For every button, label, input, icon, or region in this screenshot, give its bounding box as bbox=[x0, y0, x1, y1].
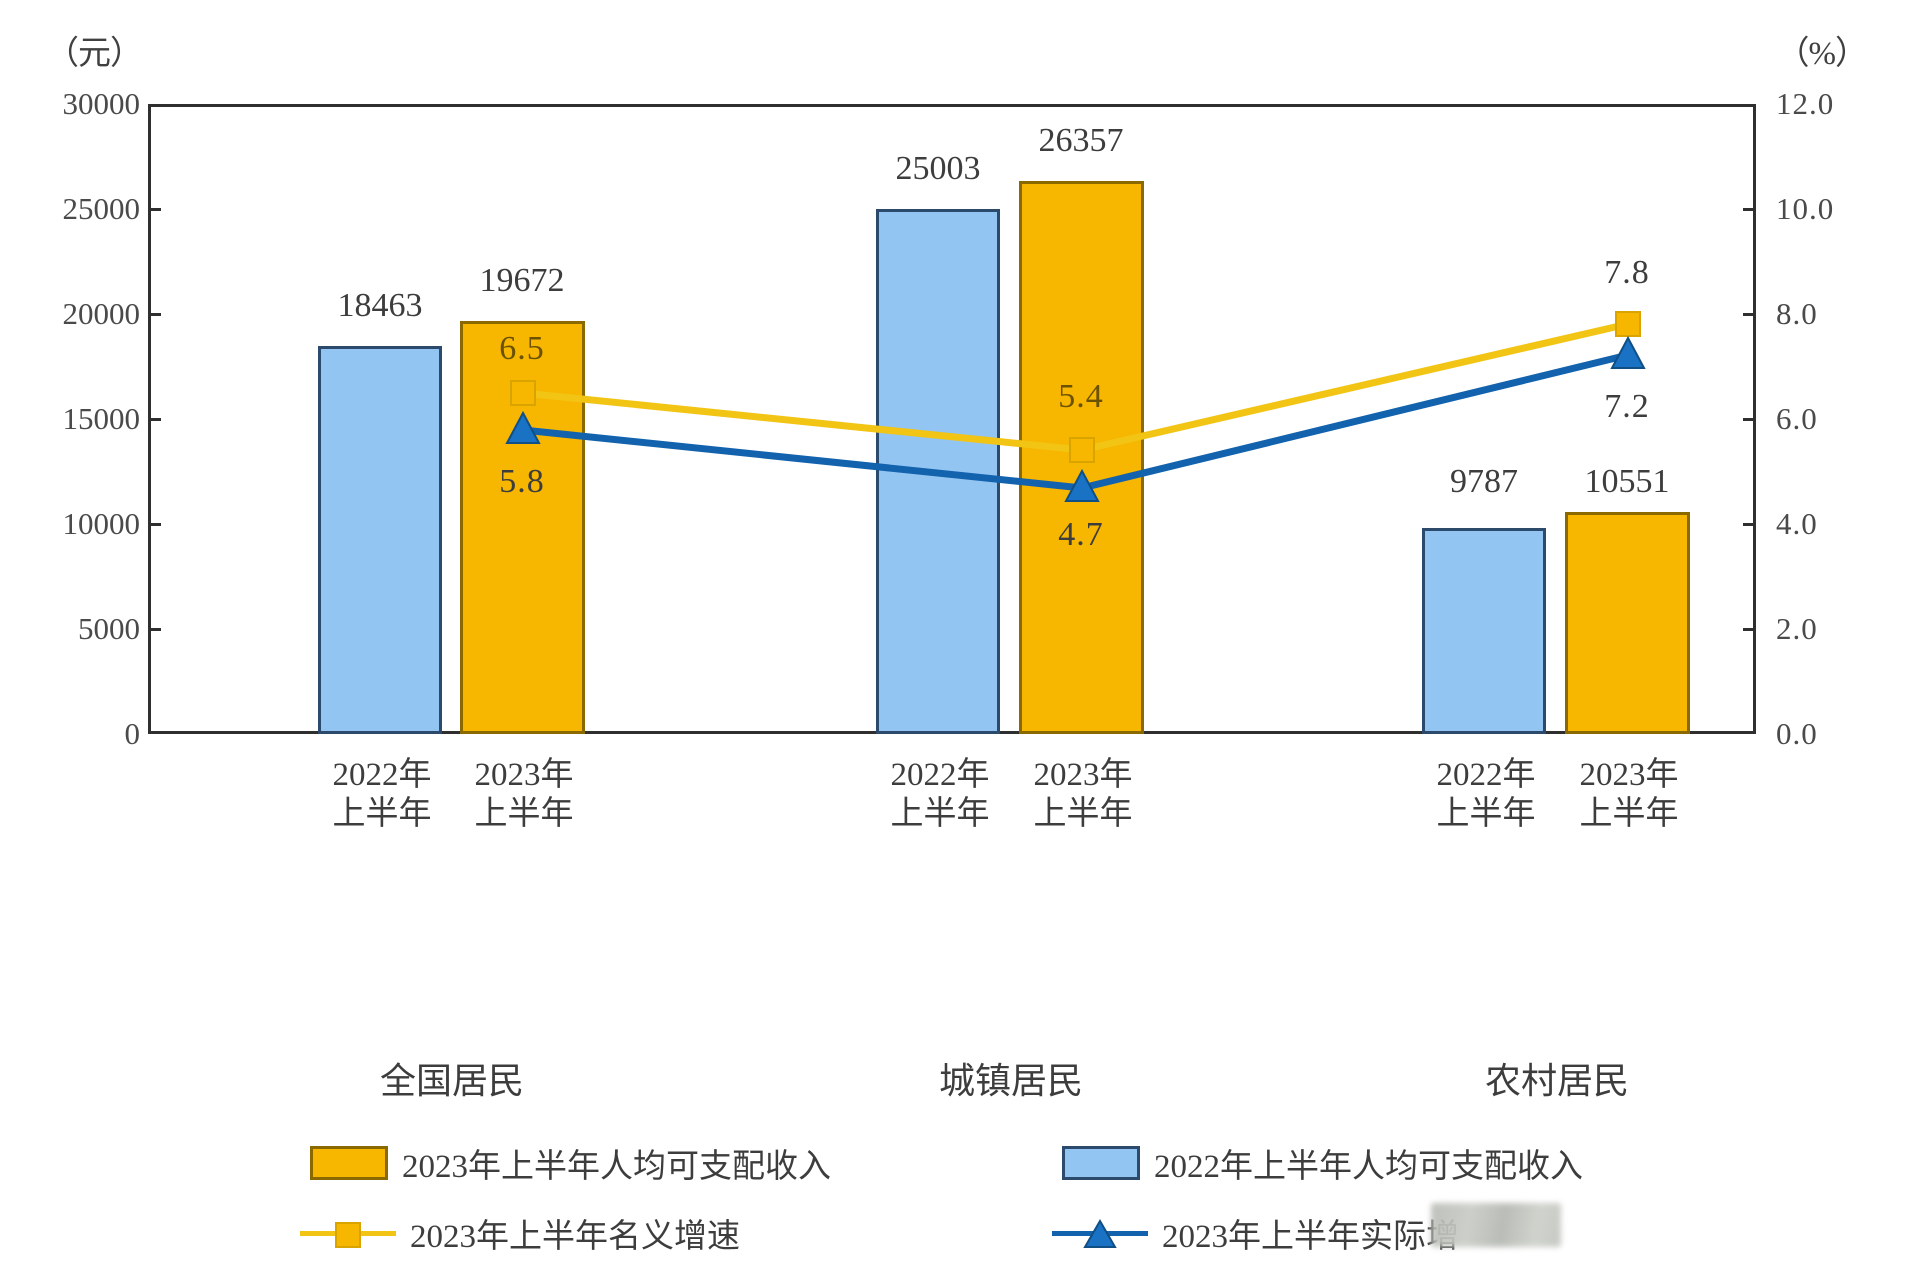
legend-item-real-growth[interactable]: 2023年上半年实际增 bbox=[1052, 1209, 1459, 1257]
legend-row-2: 2023年上半年名义增速 2023年上半年实际增 bbox=[0, 1203, 1909, 1273]
left-tick-label: 20000 bbox=[62, 296, 141, 331]
bar-2022-group-2[interactable] bbox=[876, 209, 1000, 734]
legend-item-income-2022[interactable]: 2022年上半年人均可支配收入 bbox=[1062, 1139, 1583, 1187]
real-growth-label: 5.8 bbox=[499, 463, 545, 500]
left-tick-label: 0 bbox=[124, 716, 141, 751]
left-tick-mark bbox=[148, 418, 161, 421]
right-tick-mark bbox=[1743, 523, 1756, 526]
chart-legend: 2023年上半年人均可支配收入 2022年上半年人均可支配收入 2023年上半年… bbox=[0, 1133, 1909, 1273]
nominal-growth-label: 5.4 bbox=[1058, 378, 1104, 415]
yellow-line-square-marker-icon bbox=[300, 1216, 396, 1250]
blue-line-triangle-marker-icon bbox=[1052, 1216, 1148, 1250]
xtick-label-2022-group-2: 2022年 上半年 bbox=[890, 757, 990, 832]
left-tick-label: 5000 bbox=[78, 611, 140, 646]
xtick-label-2022-group-1: 2022年 上半年 bbox=[332, 757, 432, 832]
xtick-label-2023-group-1: 2023年 上半年 bbox=[474, 757, 574, 832]
group-label-national: 全国居民 bbox=[379, 1061, 525, 1101]
real-growth-label: 4.7 bbox=[1058, 516, 1104, 553]
left-tick-label: 30000 bbox=[62, 86, 141, 121]
left-tick-mark bbox=[148, 313, 161, 316]
legend-item-nominal-growth[interactable]: 2023年上半年名义增速 bbox=[300, 1209, 740, 1257]
right-tick-mark bbox=[1743, 313, 1756, 316]
nominal-growth-label: 6.5 bbox=[499, 330, 545, 367]
bar-2023-group-1[interactable] bbox=[460, 321, 585, 734]
bar-value-label: 10551 bbox=[1584, 463, 1670, 500]
right-axis-unit: （%） bbox=[1776, 36, 1868, 72]
right-tick-label: 2.0 bbox=[1776, 611, 1818, 646]
legend-item-income-2023[interactable]: 2023年上半年人均可支配收入 bbox=[310, 1139, 831, 1187]
left-axis-unit: （元） bbox=[46, 36, 143, 72]
blue-square-swatch-icon bbox=[1062, 1146, 1140, 1180]
right-tick-label: 12.0 bbox=[1776, 86, 1835, 121]
bar-value-label: 26357 bbox=[1038, 122, 1124, 159]
legend-row-1: 2023年上半年人均可支配收入 2022年上半年人均可支配收入 bbox=[0, 1133, 1909, 1203]
redaction-blur-overlay bbox=[1431, 1203, 1561, 1247]
right-tick-label: 6.0 bbox=[1776, 401, 1818, 436]
bar-2022-group-1[interactable] bbox=[318, 346, 442, 734]
legend-label: 2023年上半年名义增速 bbox=[410, 1219, 740, 1255]
bar-2022-group-3[interactable] bbox=[1422, 528, 1546, 734]
bar-value-label: 18463 bbox=[337, 287, 423, 324]
legend-label: 2023年上半年实际增 bbox=[1162, 1219, 1459, 1255]
right-tick-label: 10.0 bbox=[1776, 191, 1835, 226]
left-tick-mark bbox=[148, 523, 161, 526]
left-tick-mark bbox=[148, 208, 161, 211]
orange-square-swatch-icon bbox=[310, 1146, 388, 1180]
group-label-rural: 农村居民 bbox=[1484, 1061, 1630, 1101]
left-tick-label: 10000 bbox=[62, 506, 141, 541]
right-tick-label: 0.0 bbox=[1776, 716, 1818, 751]
bar-value-label: 25003 bbox=[895, 150, 981, 187]
right-tick-mark bbox=[1743, 628, 1756, 631]
left-tick-label: 15000 bbox=[62, 401, 141, 436]
xtick-label-2022-group-3: 2022年 上半年 bbox=[1436, 757, 1536, 832]
legend-label: 2023年上半年人均可支配收入 bbox=[402, 1149, 831, 1185]
group-label-urban: 城镇居民 bbox=[938, 1061, 1084, 1101]
bar-2023-group-2[interactable] bbox=[1019, 181, 1144, 734]
xtick-label-2023-group-2: 2023年 上半年 bbox=[1033, 757, 1133, 832]
left-tick-label: 25000 bbox=[62, 191, 141, 226]
xtick-label-2023-group-3: 2023年 上半年 bbox=[1579, 757, 1679, 832]
bar-value-label: 9787 bbox=[1450, 463, 1518, 500]
right-tick-mark bbox=[1743, 208, 1756, 211]
bar-value-label: 19672 bbox=[479, 262, 565, 299]
right-tick-mark bbox=[1743, 418, 1756, 421]
right-tick-label: 4.0 bbox=[1776, 506, 1818, 541]
left-tick-mark bbox=[148, 628, 161, 631]
real-growth-label: 7.2 bbox=[1604, 388, 1650, 425]
nominal-growth-label: 7.8 bbox=[1604, 254, 1650, 291]
legend-label: 2022年上半年人均可支配收入 bbox=[1154, 1149, 1583, 1185]
right-tick-label: 8.0 bbox=[1776, 296, 1818, 331]
bar-2023-group-3[interactable] bbox=[1565, 512, 1690, 734]
